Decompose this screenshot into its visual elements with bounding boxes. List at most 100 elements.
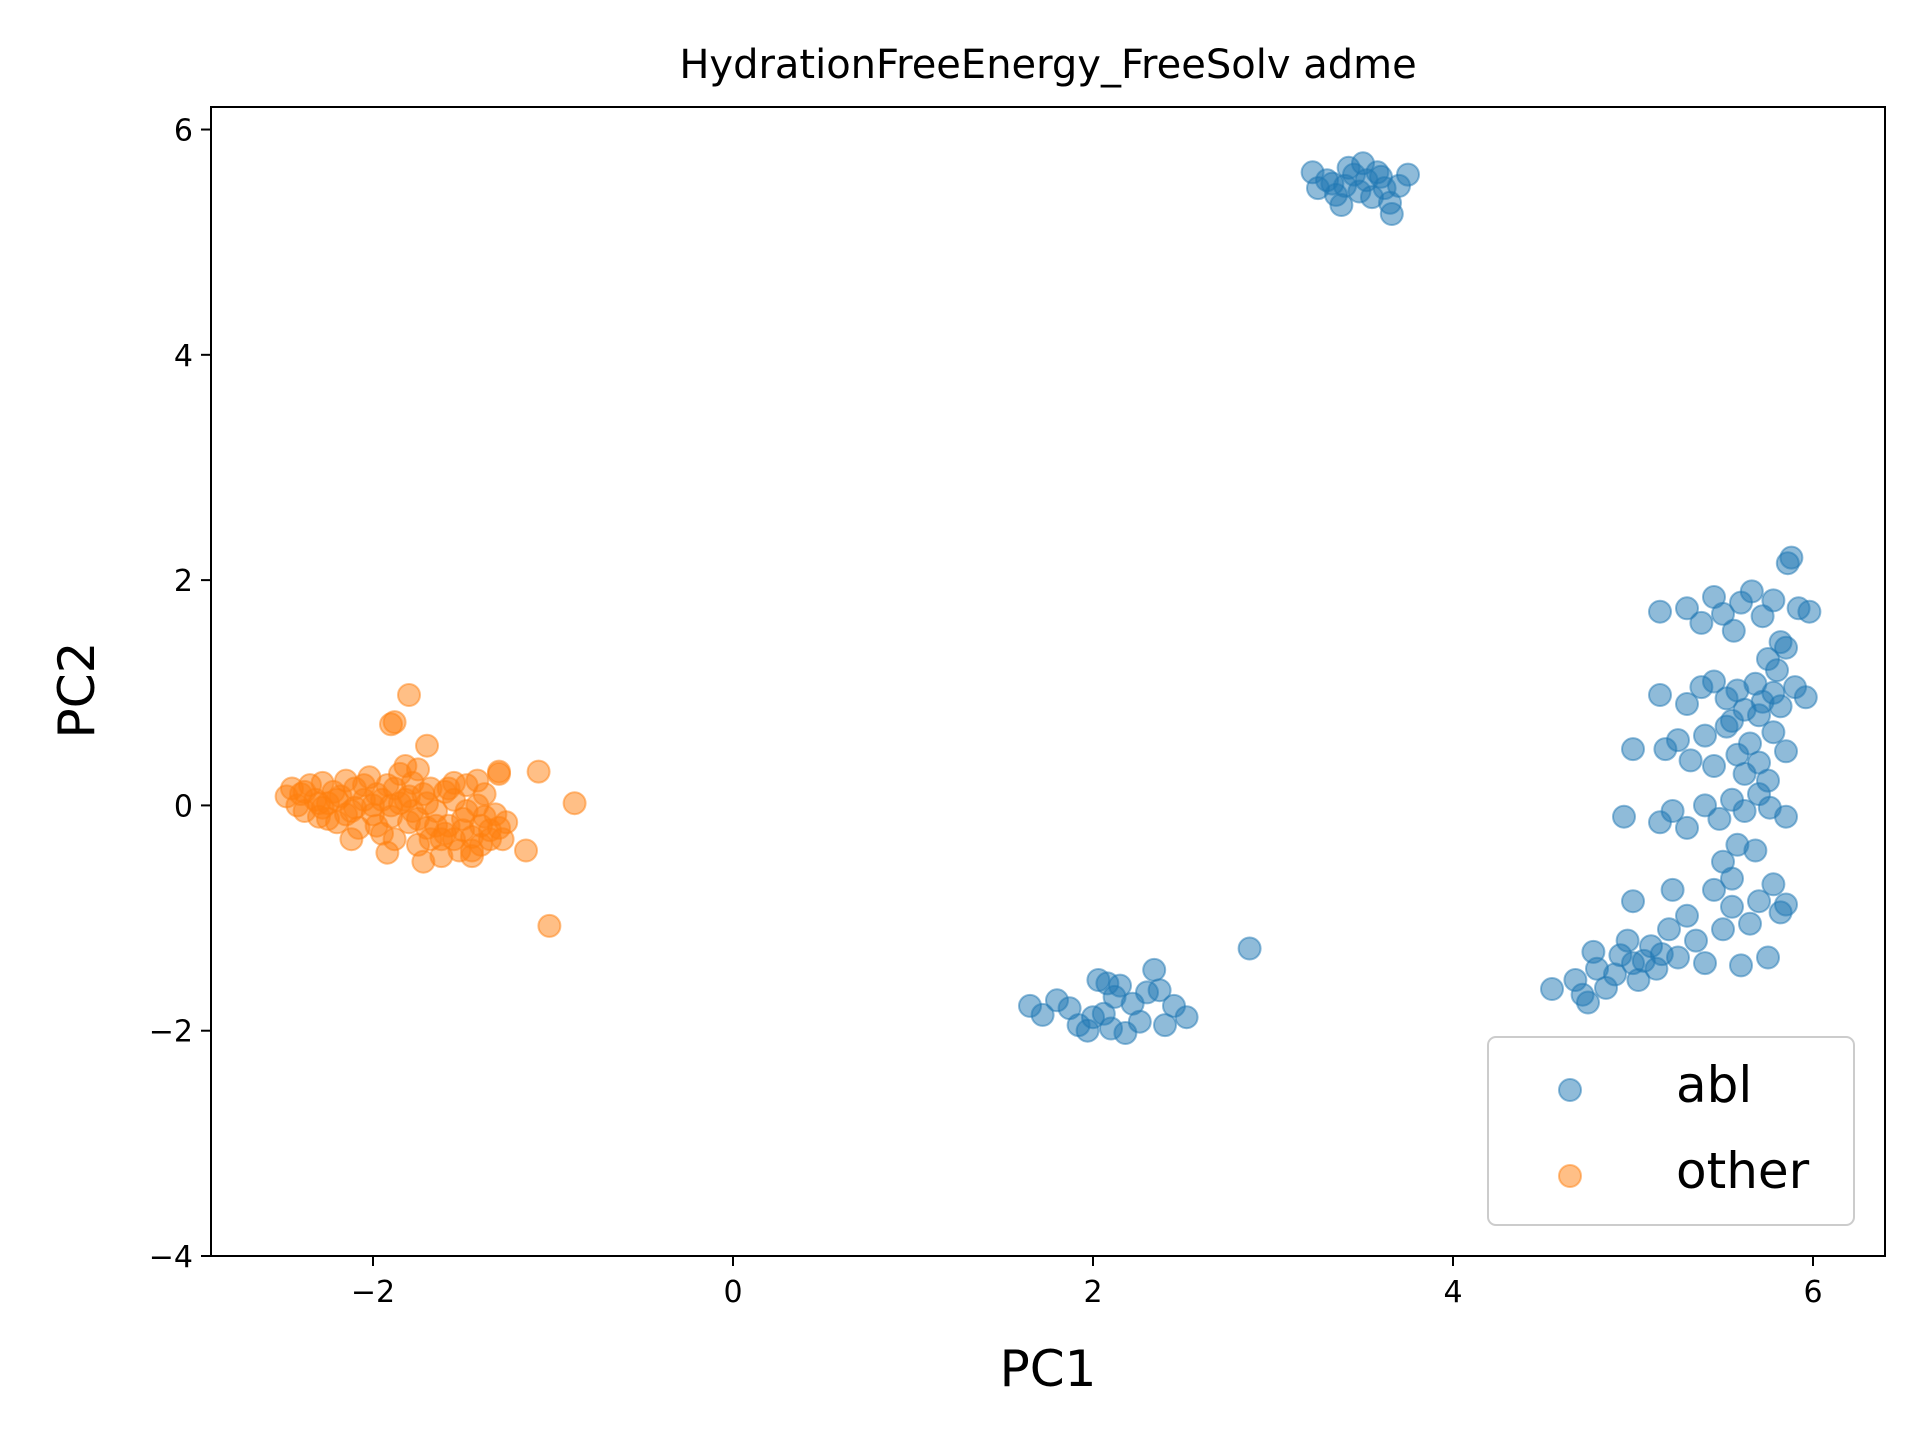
point-abl-65 bbox=[1711, 917, 1735, 942]
point-abl-99 bbox=[1738, 731, 1762, 756]
point-other-87 bbox=[310, 795, 335, 820]
y-axis-title: PC2 bbox=[48, 642, 106, 739]
point-other-88 bbox=[375, 840, 400, 865]
point-abl-18 bbox=[1369, 164, 1393, 189]
point-abl-60 bbox=[1666, 945, 1690, 970]
point-abl-105 bbox=[1648, 683, 1672, 707]
point-abl-96 bbox=[1702, 754, 1726, 778]
point-abl-19 bbox=[1320, 171, 1345, 196]
y-tick-label: 0 bbox=[174, 789, 193, 824]
x-tick-label: 0 bbox=[723, 1275, 742, 1310]
point-abl-80 bbox=[1660, 799, 1685, 823]
point-abl-52 bbox=[1615, 928, 1640, 953]
point-abl-137 bbox=[1774, 635, 1798, 660]
point-abl-41 bbox=[1237, 936, 1262, 961]
point-other-70 bbox=[352, 773, 376, 798]
plot-frame bbox=[210, 106, 1886, 1257]
point-abl-48 bbox=[1581, 939, 1606, 964]
y-tick-label: 2 bbox=[174, 564, 193, 599]
y-tick-label: −2 bbox=[149, 1015, 193, 1050]
point-abl-71 bbox=[1761, 872, 1786, 897]
x-tick-label: 2 bbox=[1083, 1275, 1102, 1310]
point-abl-121 bbox=[1675, 596, 1699, 621]
point-abl-14 bbox=[1379, 202, 1404, 226]
point-other-86 bbox=[292, 779, 317, 804]
x-axis-title: PC1 bbox=[1000, 1340, 1097, 1398]
x-tick-label: −2 bbox=[351, 1275, 395, 1310]
legend-label-abl: abl bbox=[1676, 1056, 1752, 1114]
point-abl-67 bbox=[1729, 953, 1753, 978]
point-abl-37 bbox=[1147, 978, 1172, 1003]
point-abl-102 bbox=[1774, 739, 1798, 764]
point-abl-68 bbox=[1738, 911, 1762, 936]
point-abl-64 bbox=[1702, 877, 1726, 902]
point-abl-38 bbox=[1153, 1013, 1177, 1038]
point-other-80 bbox=[429, 844, 454, 869]
point-abl-117 bbox=[1793, 685, 1818, 710]
point-other-95 bbox=[562, 791, 587, 816]
point-abl-124 bbox=[1711, 601, 1735, 626]
point-abl-21 bbox=[1030, 1002, 1055, 1027]
point-abl-104 bbox=[1756, 768, 1780, 793]
point-abl-46 bbox=[1576, 990, 1600, 1015]
point-abl-85 bbox=[1732, 799, 1757, 823]
point-other-81 bbox=[460, 844, 484, 869]
point-abl-34 bbox=[1127, 1009, 1152, 1034]
point-other-72 bbox=[382, 776, 407, 801]
point-abl-74 bbox=[1621, 889, 1645, 914]
x-tick-label: 6 bbox=[1803, 1275, 1822, 1310]
point-abl-127 bbox=[1739, 579, 1764, 604]
point-other-93 bbox=[487, 759, 511, 784]
point-other-97 bbox=[537, 913, 562, 938]
point-abl-42 bbox=[1095, 971, 1120, 996]
point-abl-66 bbox=[1720, 894, 1744, 919]
point-abl-63 bbox=[1693, 951, 1717, 976]
point-abl-90 bbox=[1743, 838, 1768, 863]
y-tick-label: 6 bbox=[174, 114, 193, 149]
point-abl-43 bbox=[1540, 977, 1564, 1001]
point-abl-134 bbox=[1797, 599, 1822, 624]
point-other-77 bbox=[472, 804, 497, 829]
point-abl-61 bbox=[1675, 903, 1699, 928]
legend: abl other bbox=[1487, 1036, 1855, 1226]
point-other-78 bbox=[339, 827, 364, 852]
point-abl-95 bbox=[1693, 723, 1717, 748]
point-abl-17 bbox=[1336, 155, 1361, 180]
point-other-91 bbox=[382, 710, 407, 735]
point-other-84 bbox=[442, 770, 466, 795]
point-abl-125 bbox=[1721, 618, 1746, 643]
point-abl-81 bbox=[1675, 815, 1699, 840]
point-abl-16 bbox=[1396, 162, 1420, 187]
point-other-74 bbox=[418, 827, 443, 852]
point-abl-119 bbox=[1747, 703, 1771, 728]
point-abl-40 bbox=[1174, 1005, 1199, 1030]
x-axis: −2 0 2 4 6 bbox=[351, 1256, 1823, 1310]
legend-marker-other bbox=[1558, 1164, 1582, 1188]
y-axis: −4 −2 0 2 4 6 bbox=[149, 114, 211, 1275]
point-abl-73 bbox=[1774, 892, 1798, 917]
chart-title: HydrationFreeEnergy_FreeSolv adme bbox=[679, 42, 1416, 88]
x-tick-label: 4 bbox=[1443, 1275, 1462, 1310]
point-abl-129 bbox=[1761, 588, 1786, 613]
point-other-73 bbox=[400, 799, 425, 823]
point-abl-115 bbox=[1768, 694, 1793, 719]
y-tick-label: 4 bbox=[174, 339, 193, 374]
point-abl-94 bbox=[1678, 748, 1703, 773]
point-abl-59 bbox=[1657, 917, 1681, 942]
point-abl-83 bbox=[1707, 806, 1732, 831]
point-abl-36 bbox=[1142, 957, 1167, 982]
point-abl-93 bbox=[1666, 728, 1690, 753]
point-abl-118 bbox=[1720, 708, 1744, 733]
point-abl-132 bbox=[1779, 545, 1804, 570]
point-abl-108 bbox=[1702, 669, 1726, 694]
point-other-69 bbox=[334, 802, 358, 827]
legend-label-other: other bbox=[1676, 1142, 1810, 1200]
point-other-89 bbox=[397, 683, 421, 707]
point-abl-77 bbox=[1720, 866, 1744, 891]
plot-area bbox=[274, 151, 1822, 1045]
y-tick-label: −4 bbox=[149, 1240, 193, 1275]
point-abl-91 bbox=[1621, 737, 1645, 762]
point-abl-103 bbox=[1732, 761, 1757, 786]
point-abl-69 bbox=[1747, 889, 1771, 914]
